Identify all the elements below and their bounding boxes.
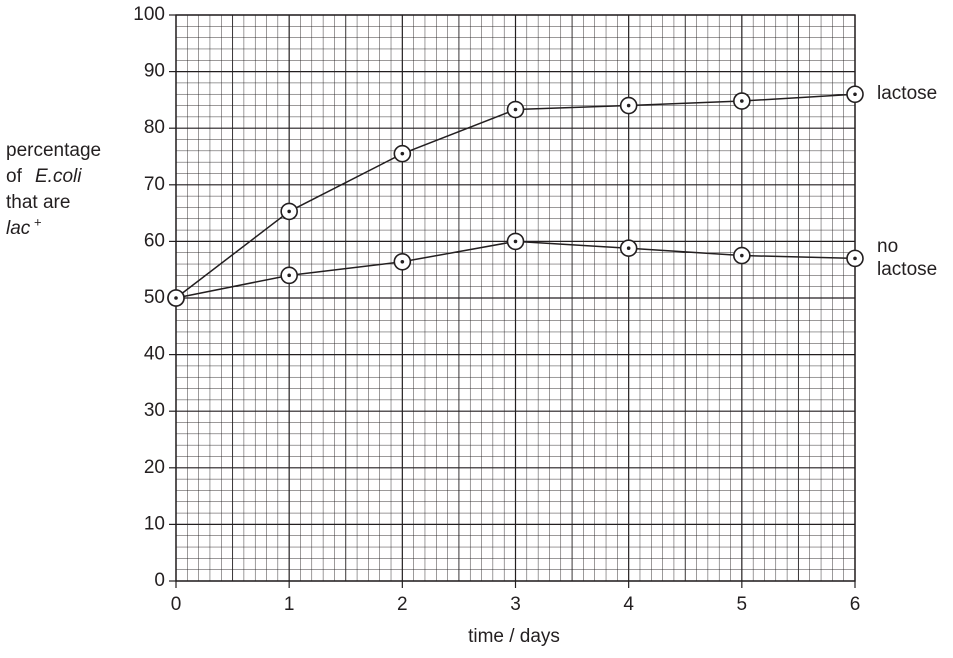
x-tick-label: 4 xyxy=(623,594,634,615)
y-tick-label: 20 xyxy=(144,457,165,478)
y-axis-label: of xyxy=(6,166,23,187)
y-tick-label: 80 xyxy=(144,117,165,138)
point-dot xyxy=(287,209,291,214)
y-tick-label: 100 xyxy=(133,4,165,25)
y-tick-label: 60 xyxy=(144,230,165,251)
y-tick-label: 10 xyxy=(144,513,165,534)
x-tick-label: 5 xyxy=(737,594,748,615)
point-dot xyxy=(174,296,178,300)
point-dot xyxy=(740,253,744,258)
point-dot xyxy=(853,256,857,261)
y-axis-label: lac xyxy=(6,218,31,239)
x-tick-label: 6 xyxy=(850,594,861,615)
data-point xyxy=(619,239,638,257)
data-point xyxy=(733,92,751,110)
x-tick-label: 2 xyxy=(397,594,408,615)
x-axis-label: time / days xyxy=(468,626,560,647)
y-axis-label: E.coli xyxy=(35,166,82,187)
data-point xyxy=(619,96,638,115)
x-tick-label: 3 xyxy=(510,594,521,615)
y-tick-label: 40 xyxy=(144,344,165,365)
point-dot xyxy=(287,273,291,278)
point-dot xyxy=(626,103,631,108)
x-tick-label: 0 xyxy=(171,594,182,615)
y-axis-label: percentage xyxy=(6,140,101,161)
y-axis-label: that are xyxy=(6,192,70,213)
point-dot xyxy=(626,246,631,250)
y-tick-label: 70 xyxy=(144,174,165,195)
series-label: lactose xyxy=(877,83,938,105)
point-dot xyxy=(853,92,857,97)
point-dot xyxy=(400,151,405,156)
y-tick-label: 50 xyxy=(144,287,165,308)
series-label: no lactose xyxy=(877,236,938,281)
data-point xyxy=(506,100,525,119)
point-dot xyxy=(513,107,518,112)
point-dot xyxy=(400,259,405,264)
data-point xyxy=(280,202,298,221)
data-point xyxy=(846,249,864,268)
data-point xyxy=(393,144,412,163)
data-point xyxy=(280,266,298,285)
y-tick-label: 90 xyxy=(144,61,165,82)
y-tick-label: 30 xyxy=(144,400,165,421)
data-point xyxy=(167,289,185,307)
x-tick-label: 1 xyxy=(284,594,295,615)
data-point xyxy=(733,246,751,265)
data-point xyxy=(846,85,864,104)
data-point xyxy=(393,252,412,271)
point-dot xyxy=(740,99,744,103)
y-tick-label: 0 xyxy=(154,570,165,591)
point-dot xyxy=(513,239,518,244)
data-point xyxy=(506,232,525,251)
y-axis-label: + xyxy=(34,214,42,229)
